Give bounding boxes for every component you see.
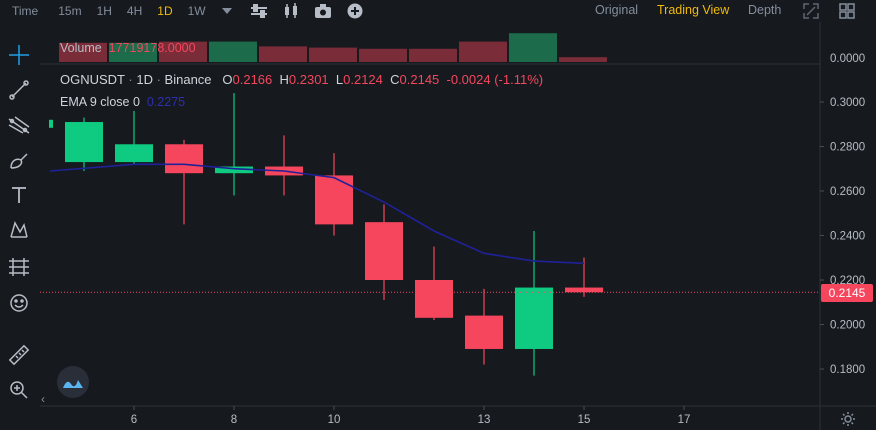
chevron-down-icon[interactable]: [218, 2, 236, 20]
open-label: O: [222, 72, 233, 87]
volume-value: 17719178.0000: [108, 41, 196, 55]
brush-icon[interactable]: [6, 147, 32, 173]
crosshair-icon[interactable]: [6, 42, 32, 68]
volume-legend: Volume 17719178.0000: [60, 41, 196, 55]
y-tick-label: 0.1800: [830, 364, 865, 376]
ohlc-legend: OGNUSDT · 1D · Binance O0.2166 H0.2301 L…: [60, 72, 544, 87]
candle-body: [215, 166, 253, 174]
volume-bar: [209, 41, 257, 62]
exchange-name: Binance: [164, 72, 212, 87]
x-tick-label: 8: [231, 414, 237, 426]
open-value: 0.2166: [232, 72, 273, 87]
ema-label: EMA 9 close 0: [60, 95, 140, 109]
indicators-icon[interactable]: [250, 2, 268, 20]
candle-body: [115, 144, 153, 163]
top-toolbar: Time 15m 1H 4H 1D 1W: [0, 0, 876, 22]
y-tick-label: 0.2400: [830, 231, 865, 243]
view-original[interactable]: Original: [595, 3, 639, 17]
timeframe-time[interactable]: Time: [12, 4, 39, 18]
volume-bar: [559, 57, 607, 62]
settings-gear-icon[interactable]: [840, 411, 856, 427]
high-value: 0.2301: [288, 72, 329, 87]
view-trading-view[interactable]: Trading View: [657, 3, 730, 17]
candle-body: [465, 315, 503, 349]
volume-label: Volume: [60, 41, 102, 55]
timeframe-1w[interactable]: 1W: [187, 4, 206, 18]
add-icon[interactable]: [346, 2, 364, 20]
close-label: C: [390, 72, 400, 87]
trend-line-icon[interactable]: [6, 77, 32, 103]
y-tick-label: 0.3000: [830, 97, 865, 109]
change-value: -0.0024 (-1.11%): [446, 72, 544, 87]
candle-body: [515, 287, 553, 349]
x-tick-label: 15: [578, 414, 591, 426]
candle-body: [315, 175, 353, 225]
x-tick-label: 13: [478, 414, 491, 426]
y-tick-label: 0.2600: [830, 186, 865, 198]
volume-bar: [459, 41, 507, 62]
camera-icon[interactable]: [314, 2, 332, 20]
fib-icon[interactable]: [6, 112, 32, 138]
volume-bar: [309, 47, 357, 62]
candle-body: [415, 280, 453, 318]
timeframe-1h[interactable]: 1H: [96, 4, 112, 18]
x-tick-label: 10: [328, 414, 341, 426]
measure-lines-icon[interactable]: [6, 254, 32, 280]
ema-legend: EMA 9 close 0 0.2275: [60, 95, 185, 109]
tradingview-logo-icon[interactable]: [57, 366, 89, 398]
fullscreen-icon[interactable]: [803, 3, 819, 19]
candle-body: [165, 144, 203, 174]
low-value: 0.2124: [343, 72, 383, 87]
emoji-icon[interactable]: [6, 290, 32, 316]
timeframe-4h[interactable]: 4H: [126, 4, 143, 18]
ema-value: 0.2275: [146, 95, 186, 109]
volume-bar: [409, 48, 457, 62]
collapse-sidebar-icon[interactable]: ‹: [41, 392, 45, 406]
close-value: 0.2145: [399, 72, 440, 87]
candle-body: [565, 287, 603, 293]
x-tick-label: 17: [678, 414, 691, 426]
candle-body: [265, 166, 303, 176]
high-label: H: [279, 72, 289, 87]
volume-bar: [259, 46, 307, 62]
volume-bar: [509, 33, 557, 62]
grid-layout-icon[interactable]: [839, 3, 855, 19]
volume-bar: [359, 48, 407, 62]
y-tick-label: 0.2800: [830, 142, 865, 154]
zoom-icon[interactable]: [6, 377, 32, 403]
candlestick-type-icon[interactable]: [282, 2, 300, 20]
candle-body: [365, 222, 403, 280]
candle-body: [65, 122, 103, 163]
view-depth[interactable]: Depth: [748, 3, 782, 17]
x-tick-label: 6: [131, 414, 137, 426]
timeframe-15m[interactable]: 15m: [58, 4, 82, 18]
partial-candle-body: [49, 119, 53, 128]
pattern-icon[interactable]: [6, 217, 32, 243]
timeframe-1d[interactable]: 1D: [157, 4, 173, 18]
drawing-tools-sidebar: ‹: [0, 22, 45, 430]
text-icon[interactable]: [6, 182, 32, 208]
symbol-name: OGNUSDT: [60, 72, 125, 87]
y-tick-label: 0.2000: [830, 320, 865, 332]
low-label: L: [335, 72, 344, 87]
interval-label: 1D: [136, 72, 153, 87]
ema-line: [49, 163, 585, 265]
volume-axis-label: 0.0000: [830, 53, 865, 65]
ruler-icon[interactable]: [6, 342, 32, 368]
current-price-tag: 0.2145: [821, 284, 873, 302]
